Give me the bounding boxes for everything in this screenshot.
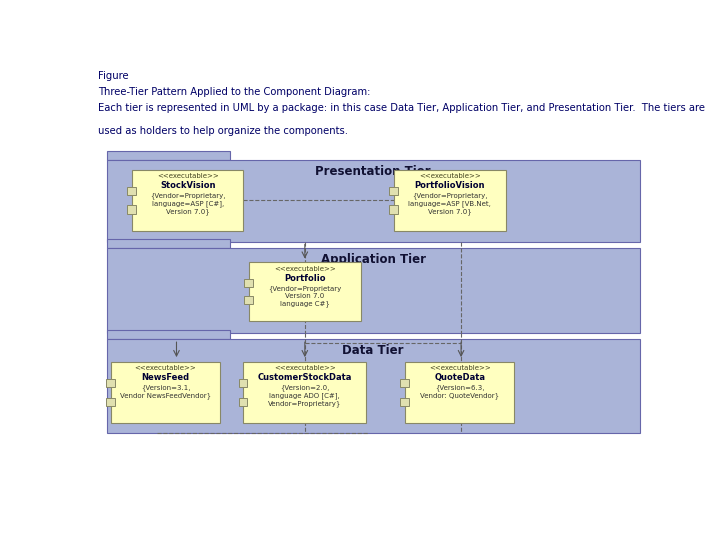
Bar [244, 296, 253, 305]
Text: {Vendor=Proprietary,
language=ASP [C#],
Version 7.0}: {Vendor=Proprietary, language=ASP [C#], … [150, 192, 225, 215]
Bar [394, 170, 505, 231]
Bar [107, 160, 639, 241]
Text: used as holders to help organize the components.: used as holders to help organize the com… [99, 126, 348, 136]
Bar [390, 187, 398, 195]
Bar [111, 362, 220, 423]
Bar [107, 248, 639, 333]
Text: <<executable>>: <<executable>> [419, 173, 481, 179]
Text: {Version=6.3,
Vendor: QuoteVendor}: {Version=6.3, Vendor: QuoteVendor} [420, 384, 499, 399]
Text: StockVision: StockVision [160, 181, 215, 190]
Text: {Version=2.0,
language ADO [C#],
Vendor=Proprietary}: {Version=2.0, language ADO [C#], Vendor=… [268, 384, 341, 407]
Bar [107, 330, 230, 339]
Text: <<executable>>: <<executable>> [157, 173, 219, 179]
Bar [400, 379, 409, 387]
Bar [244, 279, 253, 287]
Bar [405, 362, 514, 423]
Text: Three-Tier Pattern Applied to the Component Diagram:: Three-Tier Pattern Applied to the Compon… [99, 87, 371, 97]
Bar [249, 262, 361, 321]
Bar [127, 205, 136, 214]
Text: <<executable>>: <<executable>> [274, 365, 336, 371]
Bar [400, 397, 409, 406]
Text: <<executable>>: <<executable>> [429, 365, 490, 371]
Text: {Version=3.1,
Vendor NewsFeedVendor}: {Version=3.1, Vendor NewsFeedVendor} [120, 384, 211, 399]
Bar [107, 379, 115, 387]
Bar [390, 205, 398, 214]
Text: <<executable>>: <<executable>> [274, 266, 336, 272]
Text: {Vendor=Proprietary
Version 7.0
language C#}: {Vendor=Proprietary Version 7.0 language… [269, 285, 341, 307]
Text: QuoteData: QuoteData [434, 373, 485, 382]
Text: Portfolio: Portfolio [284, 274, 325, 283]
Text: Presentation Tier: Presentation Tier [315, 165, 431, 178]
Text: Application Tier: Application Tier [320, 253, 426, 266]
Text: Each tier is represented in UML by a package: in this case Data Tier, Applicatio: Each tier is represented in UML by a pac… [99, 103, 706, 113]
Text: Figure: Figure [99, 71, 129, 81]
Bar [238, 379, 248, 387]
Bar [107, 339, 639, 433]
Bar [107, 239, 230, 248]
Bar [243, 362, 366, 423]
Bar [107, 397, 115, 406]
Bar [107, 151, 230, 160]
Text: Data Tier: Data Tier [343, 344, 404, 357]
Text: <<executable>>: <<executable>> [135, 365, 197, 371]
Text: CustomerStockData: CustomerStockData [258, 373, 352, 382]
Text: NewsFeed: NewsFeed [142, 373, 189, 382]
Bar [127, 187, 136, 195]
Text: {Vendor=Proprietary,
language=ASP [VB.Net,
Version 7.0}: {Vendor=Proprietary, language=ASP [VB.Ne… [408, 192, 491, 215]
Bar [132, 170, 243, 231]
Text: PortfolioVision: PortfolioVision [415, 181, 485, 190]
Bar [238, 397, 248, 406]
